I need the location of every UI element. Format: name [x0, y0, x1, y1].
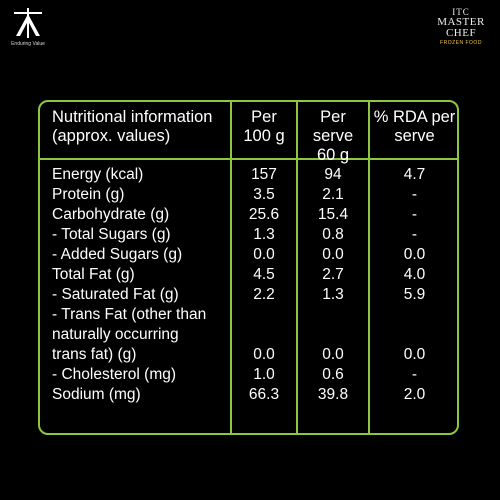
row-perserve: 0.0 — [322, 246, 344, 263]
row-perserve: 94 — [324, 166, 342, 183]
logo-chef-text: CHEF — [445, 27, 477, 39]
row-per100: 66.3 — [248, 386, 280, 403]
row-rda: - — [411, 206, 418, 223]
row-perserve: 15.4 — [317, 206, 349, 223]
row-rda: - — [411, 186, 418, 203]
row-perserve: 0.8 — [322, 226, 344, 243]
table-row: - Added Sugars (g) 0.0 0.0 0.0 — [40, 245, 457, 265]
row-per100: 1.3 — [253, 226, 275, 243]
row-perserve: 39.8 — [317, 386, 349, 403]
table-row: - Total Sugars (g) 1.3 0.8 - — [40, 225, 457, 245]
row-rda: - — [411, 226, 418, 243]
row-label: Carbohydrate (g) — [52, 206, 170, 223]
header-per-serve: Per serve 60 g — [312, 108, 354, 164]
row-label: - Trans Fat (other than naturally occurr… — [52, 306, 207, 363]
itc-tagline: Enduring Value — [11, 41, 45, 47]
row-rda: 0.0 — [403, 246, 426, 263]
row-rda: 0.0 — [403, 346, 426, 363]
table-row: Energy (kcal) 157 94 4.7 — [40, 165, 457, 185]
column-divider — [230, 102, 232, 433]
row-label: Total Fat (g) — [52, 266, 135, 283]
itc-master-chef-logo: ITC MASTER CHEF FROZEN FOOD — [432, 8, 490, 46]
header-per-100g: Per 100 g — [243, 108, 285, 145]
header-divider — [40, 158, 457, 160]
row-label: Sodium (mg) — [52, 386, 141, 403]
header-rda-per-serve: % RDA per serve — [373, 108, 456, 145]
table-row: Sodium (mg) 66.3 39.8 2.0 — [40, 385, 457, 405]
row-label: Energy (kcal) — [52, 166, 144, 183]
table-row: - Saturated Fat (g) 2.2 1.3 5.9 — [40, 285, 457, 305]
table-row: - Cholesterol (mg) 1.0 0.6 - — [40, 365, 457, 385]
row-per100: 0.0 — [253, 346, 275, 363]
row-label: - Total Sugars (g) — [52, 226, 171, 243]
itc-logo: Enduring Value — [8, 6, 48, 50]
row-label: - Saturated Fat (g) — [52, 286, 179, 303]
column-divider — [296, 102, 298, 433]
table-row: Carbohydrate (g) 25.6 15.4 - — [40, 205, 457, 225]
row-per100: 0.0 — [253, 246, 275, 263]
row-per100: 25.6 — [248, 206, 280, 223]
row-label: Protein (g) — [52, 186, 125, 203]
itc-emblem-icon — [14, 8, 42, 38]
row-rda: 4.7 — [403, 166, 426, 183]
row-perserve: 0.6 — [322, 366, 344, 383]
table-body: Energy (kcal) 157 94 4.7 Protein (g) 3.5… — [40, 165, 457, 405]
row-perserve: 1.3 — [322, 286, 344, 303]
column-divider — [368, 102, 370, 433]
row-per100: 4.5 — [253, 266, 275, 283]
table-row: - Trans Fat (other than naturally occurr… — [40, 305, 457, 365]
row-rda: 4.0 — [403, 266, 426, 283]
row-per100: 3.5 — [253, 186, 275, 203]
row-label: - Cholesterol (mg) — [52, 366, 177, 383]
row-rda: 2.0 — [403, 386, 426, 403]
table-row: Total Fat (g) 4.5 2.7 4.0 — [40, 265, 457, 285]
logo-master-text: MASTER — [437, 16, 485, 28]
logo-frozen-food-text: FROZEN FOOD — [440, 40, 482, 46]
row-per100: 2.2 — [253, 286, 275, 303]
row-rda: - — [411, 366, 418, 383]
row-label: - Added Sugars (g) — [52, 246, 183, 263]
nutrition-table: Nutritional information (approx. values)… — [38, 100, 459, 435]
header-nutritional-information: Nutritional information (approx. values) — [52, 108, 213, 145]
row-per100: 157 — [251, 166, 277, 183]
table-row: Protein (g) 3.5 2.1 - — [40, 185, 457, 205]
row-perserve: 2.1 — [322, 186, 344, 203]
row-perserve: 2.7 — [322, 266, 344, 283]
row-per100: 1.0 — [253, 366, 275, 383]
row-perserve: 0.0 — [322, 346, 344, 363]
row-rda: 5.9 — [403, 286, 426, 303]
logo-itc-text: ITC — [452, 7, 470, 17]
